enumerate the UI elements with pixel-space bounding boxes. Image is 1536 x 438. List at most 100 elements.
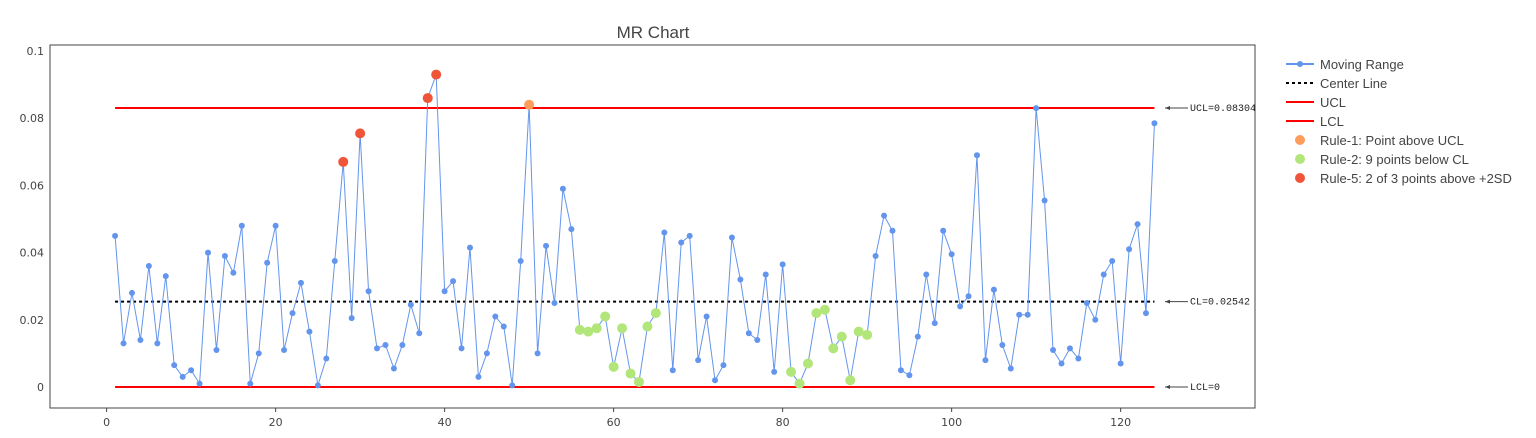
data-point xyxy=(695,357,702,364)
legend-label: Center Line xyxy=(1320,76,1387,91)
data-point xyxy=(466,244,473,251)
rule-point xyxy=(819,304,830,315)
data-point xyxy=(112,232,119,239)
data-point xyxy=(154,340,161,347)
annotation-label: UCL=0.08304 xyxy=(1190,104,1256,115)
data-point xyxy=(999,342,1006,349)
data-point xyxy=(407,301,414,308)
data-point xyxy=(500,323,507,330)
data-point xyxy=(314,382,321,389)
data-point xyxy=(1092,316,1099,323)
data-point xyxy=(205,249,212,256)
rule-point xyxy=(617,323,628,334)
data-point xyxy=(238,222,245,229)
data-point xyxy=(483,350,490,357)
data-point xyxy=(973,152,980,159)
data-point xyxy=(745,330,752,337)
data-point xyxy=(179,373,186,380)
data-point xyxy=(297,279,304,286)
data-point xyxy=(881,212,888,219)
data-point xyxy=(948,251,955,258)
data-point xyxy=(120,340,127,347)
data-point xyxy=(1151,120,1158,127)
data-point xyxy=(762,271,769,278)
x-tick-label: 20 xyxy=(269,416,283,429)
moving-range-line xyxy=(114,74,1155,386)
data-point xyxy=(171,362,178,369)
data-point xyxy=(348,315,355,322)
data-point xyxy=(162,273,169,280)
rule-point xyxy=(794,378,805,389)
arrow-head xyxy=(1165,385,1170,390)
rule-point xyxy=(574,324,585,335)
chart-title: MR Chart xyxy=(617,23,690,42)
arrow-head xyxy=(1165,106,1170,111)
data-point xyxy=(1024,311,1031,318)
data-point xyxy=(737,276,744,283)
rule-point xyxy=(355,128,366,139)
data-point xyxy=(728,234,735,241)
y-tick-label: 0.04 xyxy=(20,247,45,260)
legend-label: Moving Range xyxy=(1320,57,1404,72)
data-point xyxy=(399,342,406,349)
data-point xyxy=(128,289,135,296)
rule-point xyxy=(583,326,594,337)
data-point xyxy=(534,350,541,357)
data-point xyxy=(1100,271,1107,278)
data-point xyxy=(923,271,930,278)
data-point xyxy=(931,320,938,327)
data-point xyxy=(230,269,237,276)
data-point xyxy=(779,261,786,268)
data-point xyxy=(543,242,550,249)
rule-point xyxy=(828,343,839,354)
data-point xyxy=(982,357,989,364)
x-tick-label: 60 xyxy=(607,416,621,429)
rule-point xyxy=(836,331,847,342)
rule-point xyxy=(422,93,433,104)
legend-label: Rule-2: 9 points below CL xyxy=(1320,152,1469,167)
data-point xyxy=(914,333,921,340)
y-tick-label: 0 xyxy=(37,381,44,394)
y-tick-label: 0.08 xyxy=(20,112,45,125)
data-point xyxy=(492,313,499,320)
data-point xyxy=(703,313,710,320)
rule-point xyxy=(431,69,442,80)
data-point xyxy=(720,362,727,369)
rule-point xyxy=(786,366,797,377)
data-point xyxy=(551,300,558,307)
data-point xyxy=(771,368,778,375)
data-point xyxy=(661,229,668,236)
data-point xyxy=(188,367,195,374)
data-point xyxy=(686,232,693,239)
data-point xyxy=(990,286,997,293)
rule-point xyxy=(642,321,653,332)
data-point xyxy=(221,252,228,259)
data-point xyxy=(1083,300,1090,307)
data-point xyxy=(517,258,524,265)
data-point xyxy=(1075,355,1082,362)
data-point xyxy=(289,310,296,317)
x-tick-label: 80 xyxy=(776,416,790,429)
data-point xyxy=(137,336,144,343)
data-point xyxy=(331,258,338,265)
legend-marker xyxy=(1295,135,1305,145)
annotation-label: LCL=0 xyxy=(1190,383,1220,394)
data-point xyxy=(255,350,262,357)
data-point xyxy=(374,345,381,352)
data-point xyxy=(1050,347,1057,354)
y-tick-label: 0.02 xyxy=(20,314,45,327)
data-point xyxy=(509,382,516,389)
data-point xyxy=(1134,221,1141,228)
rule-point xyxy=(633,376,644,387)
data-point xyxy=(940,227,947,234)
data-point xyxy=(889,227,896,234)
legend-marker xyxy=(1295,154,1305,164)
rule-point xyxy=(600,311,611,322)
data-point xyxy=(196,380,203,387)
legend-marker xyxy=(1295,173,1305,183)
rule-point xyxy=(591,323,602,334)
x-tick-label: 100 xyxy=(941,416,962,429)
data-point xyxy=(441,288,448,295)
y-tick-label: 0.1 xyxy=(27,45,45,58)
